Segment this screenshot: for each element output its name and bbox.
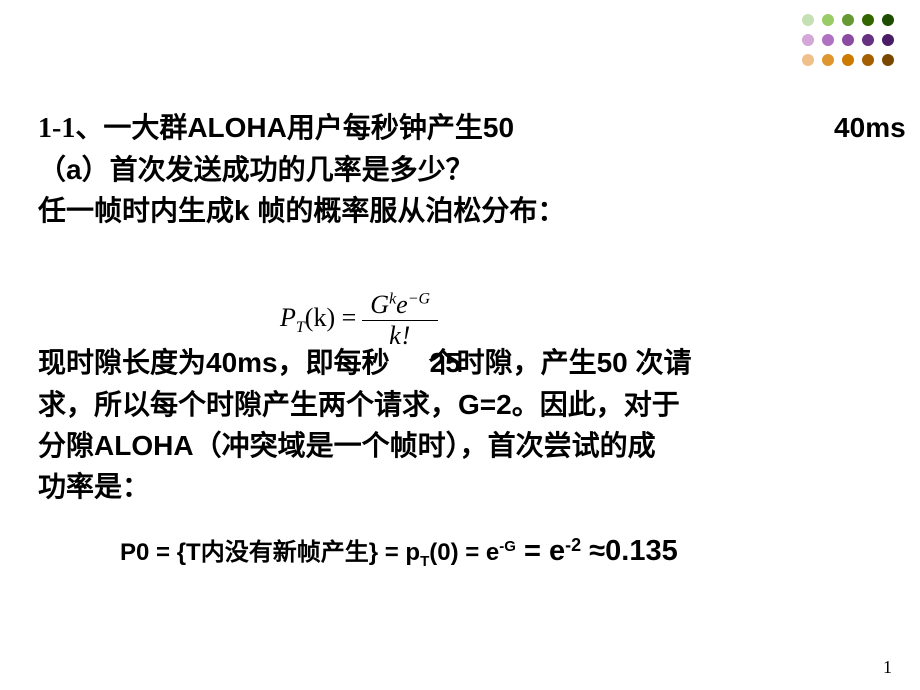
dot-icon [862,34,874,46]
formula-lhs: PT(k) = [280,303,356,337]
text: 。因此，对于 [512,390,680,421]
dot-icon [862,54,874,66]
text: T [420,553,429,570]
text: e [396,290,408,319]
text: 50 [483,112,514,143]
text: （冲突域是一个帧时），首次尝试的成 [194,431,656,462]
slide: 1-1、一大群ALOHA用户每秒钟产生5040ms （a）首次发送成功的几率是多… [0,0,920,690]
dot-icon [802,14,814,26]
dot-icon [822,34,834,46]
text: −G [408,290,430,307]
fraction: Gke−G k! [362,290,438,351]
text-line: 求，所以每个时隙产生两个请求，G=2。因此，对于 [38,385,878,427]
dot-icon [802,34,814,46]
text: 现时隙长度为 [38,348,206,379]
text: 40ms [206,347,278,378]
text: 求，所以每个时隙产生两个请求， [38,390,458,421]
dot-icon [862,14,874,26]
text: （ [38,155,66,186]
text: -G [499,538,516,555]
text: ≈0.135 [581,535,678,567]
dot-icon [842,34,854,46]
text: a [66,154,82,185]
text: k [234,195,257,226]
text: -2 [565,535,581,555]
text: ALOHA [94,430,194,461]
text: 分隙 [38,431,94,462]
body-text-block-1: 1-1、一大群ALOHA用户每秒钟产生5040ms （a）首次发送成功的几率是多… [38,108,878,233]
page-number: 1 [883,657,892,678]
text: P0 = {T [120,539,201,566]
dot-icon [802,54,814,66]
numerator: Gke−G [362,290,438,321]
text: 40ms [834,112,906,143]
text: 25 [430,347,469,378]
text: G=2 [458,389,512,420]
text-line: （a）首次发送成功的几率是多少？ [38,150,878,192]
text: P [280,303,296,332]
dot-icon [842,14,854,26]
result-formula: P0 = {T内没有新帧产生} = pT(0) = e-G = e-2 ≈0.1… [120,532,678,570]
poisson-formula: PT(k) = Gke−G k! [280,290,438,351]
corner-dots-decoration [802,14,898,70]
text: 1-1、一大群 [38,113,187,144]
dot-icon [882,54,894,66]
text: 功率是： [38,472,150,503]
text: } = p [369,539,420,566]
text: T [296,320,305,337]
text-line: 任一帧时内生成k 帧的概率服从泊松分布： [38,191,878,233]
text: ，即每秒 [278,348,390,379]
text: 用户每秒钟产生 [287,113,483,144]
body-text-block-2: 现时隙长度为40ms，即每秒25 个时隙，产生50 次请 求，所以每个时隙产生两… [38,343,878,508]
text-line: 1-1、一大群ALOHA用户每秒钟产生5040ms [38,108,878,150]
dot-icon [882,14,894,26]
text: 帧的概率服从泊松分布： [257,196,565,227]
text: 50 [597,347,636,378]
text: G [370,290,389,319]
text: ）首次发送成功的几率是多少？ [82,155,474,186]
text: = e [516,535,565,567]
text-line: 现时隙长度为40ms，即每秒25 个时隙，产生50 次请 [38,343,878,385]
dot-icon [842,54,854,66]
text: (0) = e [429,539,499,566]
text: 任一帧时内生成 [38,196,234,227]
text: ALOHA [187,112,287,143]
dot-icon [822,54,834,66]
text-line: 功率是： [38,468,878,509]
text-line: 分隙ALOHA（冲突域是一个帧时），首次尝试的成 [38,426,878,468]
text: 内没有新帧产生 [201,540,369,566]
dot-icon [882,34,894,46]
text: 次请 [636,348,692,379]
dot-icon [822,14,834,26]
text: (k) = [305,303,356,332]
